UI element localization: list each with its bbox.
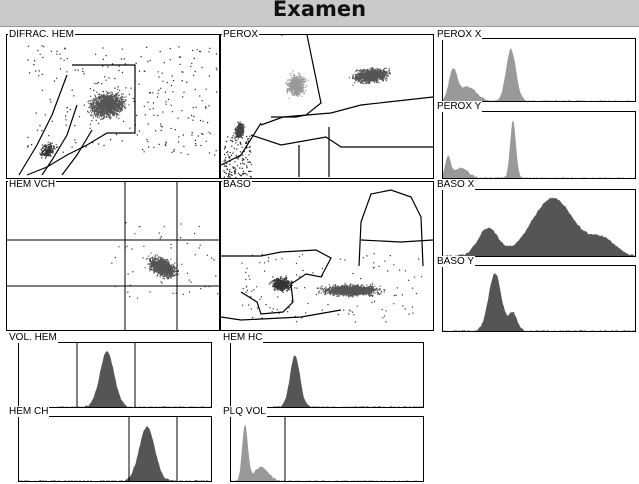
dot-cluster [348, 67, 391, 86]
window-header: Examen [0, 0, 639, 27]
histogram-hem-ch-area [19, 426, 211, 481]
histogram-plq-vol [231, 417, 423, 481]
panel-label-hem-vch: HEM VCH [8, 179, 57, 190]
histogram-baso-x [443, 197, 635, 256]
window-title: Examen [272, 0, 367, 21]
panel-difrac-hem: DIFRAC. HEM [6, 29, 220, 179]
histogram-hem-ch [19, 417, 211, 481]
scatter-plot-difrac-hem [18, 45, 218, 176]
panel-label-hem-ch: HEM CH [8, 406, 50, 417]
difrac-gate [61, 129, 93, 176]
dot-cluster [285, 70, 310, 100]
panel-hem-hc: HEM HC [220, 332, 426, 408]
scatter-plot-perox [221, 35, 433, 178]
panel-plq-vol: PLQ VOL [220, 406, 426, 482]
baso-gate [358, 189, 424, 267]
scatter-plot-hem-vch [7, 182, 219, 330]
histogram-baso-y [443, 273, 635, 331]
panel-label-vol-hem: VOL. HEM [8, 332, 58, 343]
baso-gate [221, 249, 332, 315]
dot-cluster [39, 141, 59, 159]
histogram-perox-y-area [443, 120, 635, 178]
panel-perox-y: PEROX Y [434, 101, 636, 179]
histogram-vol-hem [19, 343, 211, 407]
dot-cluster [268, 276, 293, 292]
dot-cluster [87, 88, 130, 121]
panel-hem-ch: HEM CH [6, 406, 212, 482]
perox-gate [221, 122, 262, 166]
panel-label-baso: BASO [222, 179, 252, 190]
panel-label-hem-hc: HEM HC [222, 332, 264, 343]
histogram-perox-y [443, 120, 635, 178]
panel-label-baso-y: BASO Y [436, 256, 476, 267]
panel-label-plq-vol: PLQ VOL [222, 406, 267, 417]
dot-cluster [317, 282, 385, 298]
histogram-vol-hem-area [19, 351, 211, 407]
difrac-gate [18, 74, 68, 176]
baso-gate [360, 239, 433, 243]
panel-perox-x: PEROX X [434, 29, 636, 103]
panel-baso-y: BASO Y [434, 256, 636, 332]
perox-gate [271, 35, 322, 118]
dot-cluster [233, 121, 246, 142]
panel-perox: PEROX [220, 29, 434, 179]
baso-gate [221, 309, 342, 321]
histogram-baso-y-area [443, 273, 635, 331]
difrac-gate [41, 104, 78, 176]
histogram-hem-hc-area [231, 355, 423, 407]
difrac-gate [26, 64, 136, 176]
histogram-hem-hc [231, 355, 423, 407]
dot-cluster [144, 252, 179, 280]
panel-label-perox-x: PEROX X [436, 29, 483, 40]
panel-baso-x: BASO X [434, 179, 636, 257]
histogram-plq-vol-area [231, 424, 423, 481]
panel-label-perox-y: PEROX Y [436, 101, 483, 112]
scatter-plot-baso [221, 189, 433, 323]
perox-gate [260, 96, 433, 126]
histogram-perox-x-area [443, 48, 635, 101]
histogram-baso-x-area [443, 197, 635, 256]
panel-label-baso-x: BASO X [436, 179, 476, 190]
panel-label-perox: PEROX [222, 29, 260, 40]
histogram-perox-x [443, 48, 635, 101]
panel-vol-hem: VOL. HEM [6, 332, 212, 408]
panel-baso: BASO [220, 179, 434, 331]
perox-gate [250, 134, 433, 148]
panel-hem-vch: HEM VCH [6, 179, 220, 331]
panel-label-difrac-hem: DIFRAC. HEM [8, 29, 75, 40]
